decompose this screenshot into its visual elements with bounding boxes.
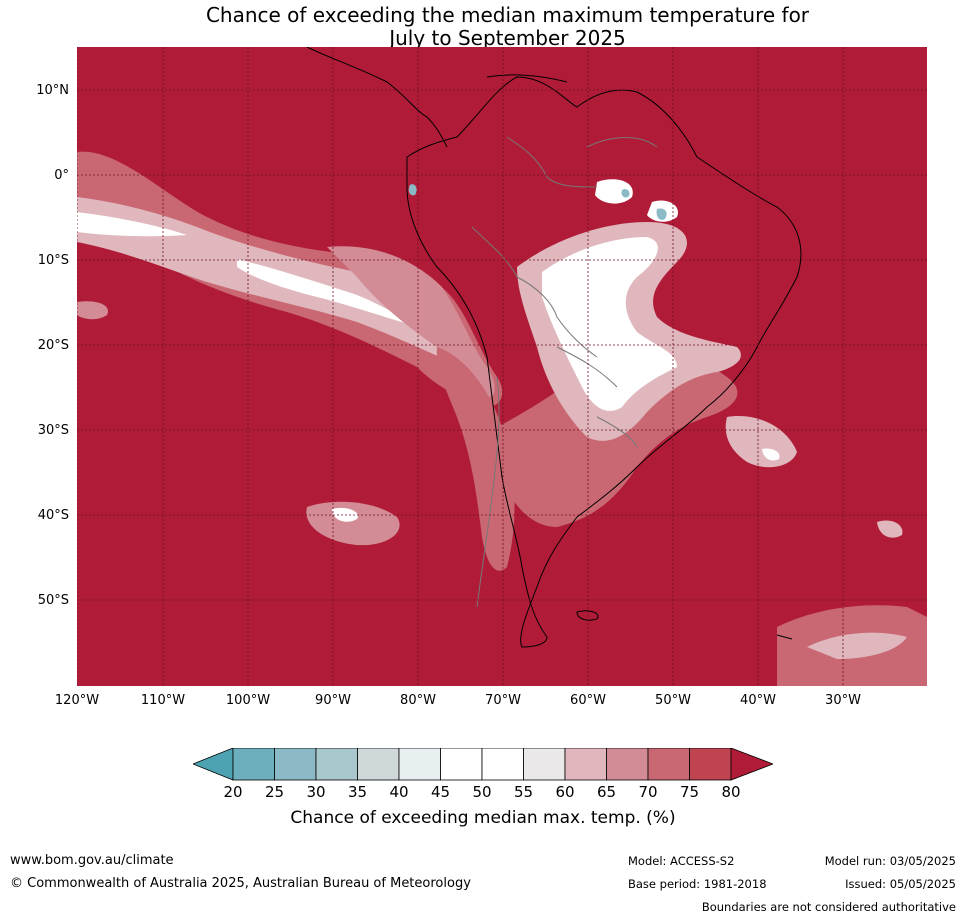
cool-patch-2 bbox=[621, 189, 630, 198]
south-america-coastline bbox=[406, 76, 802, 648]
colorbar-tick-label: 70 bbox=[638, 783, 658, 801]
border-argentina-chile bbox=[476, 376, 500, 608]
south-pacific-patch bbox=[306, 501, 400, 546]
colorbar-swatch bbox=[315, 748, 358, 781]
caribbean-coastline bbox=[486, 74, 568, 83]
colorbar-tick-label: 50 bbox=[472, 783, 492, 801]
copyright-notice: © Commonwealth of Australia 2025, Austra… bbox=[10, 876, 471, 891]
colorbar-tick-label: 45 bbox=[430, 783, 451, 801]
issued-date: Issued: 05/05/2025 bbox=[845, 877, 956, 891]
colorbar-tick-label: 25 bbox=[264, 783, 285, 801]
lat-label-20s: 20°S bbox=[37, 338, 69, 353]
lon-label-70w: 70°W bbox=[485, 693, 521, 708]
colorbar-swatch bbox=[232, 748, 275, 781]
brazil-interior-inner bbox=[542, 237, 677, 411]
lon-label-30w: 30°W bbox=[825, 693, 861, 708]
border-paraguay bbox=[556, 346, 618, 388]
colorbar-tick-label: 55 bbox=[513, 783, 534, 801]
atlantic-patch-inner bbox=[762, 448, 780, 461]
colorbar-swatch bbox=[274, 748, 317, 781]
lon-label-110w: 110°W bbox=[140, 693, 186, 708]
south-georgia bbox=[776, 634, 793, 640]
map-title: Chance of exceeding the median maximum t… bbox=[0, 4, 965, 50]
boundaries-disclaimer: Boundaries are not considered authoritat… bbox=[701, 900, 956, 914]
pacific-small-patch bbox=[77, 301, 108, 320]
map-svg bbox=[77, 47, 927, 686]
title-line-2: July to September 2025 bbox=[389, 26, 626, 50]
lon-label-90w: 90°W bbox=[315, 693, 351, 708]
pacific-band-inner bbox=[77, 212, 422, 327]
border-colombia-venezuela bbox=[506, 136, 598, 188]
colorbar-tick-label: 75 bbox=[679, 783, 700, 801]
south-pacific-inner bbox=[332, 507, 358, 522]
colorbar-swatch bbox=[398, 748, 441, 781]
graticule bbox=[77, 47, 927, 686]
title-line-1: Chance of exceeding the median maximum t… bbox=[205, 3, 810, 27]
colorbar-swatch bbox=[647, 748, 690, 781]
border-bolivia bbox=[516, 276, 598, 358]
central-america-coastline bbox=[306, 47, 448, 148]
colorbar-swatch bbox=[689, 748, 732, 781]
model-info: Model: ACCESS-S2 bbox=[628, 854, 735, 868]
lon-label-50w: 50°W bbox=[655, 693, 691, 708]
andes-band bbox=[436, 347, 515, 571]
atlantic-patch bbox=[725, 416, 797, 468]
lon-label-40w: 40°W bbox=[740, 693, 776, 708]
lat-label-40s: 40°S bbox=[37, 508, 69, 523]
amazon-patch-outer bbox=[595, 179, 633, 204]
cool-patch-1 bbox=[656, 208, 667, 220]
colorbar-swatch bbox=[440, 748, 483, 781]
base-period: Base period: 1981-2018 bbox=[628, 877, 767, 891]
colorbar-tick-label: 20 bbox=[223, 783, 243, 801]
colorbar-extend-low bbox=[193, 748, 234, 781]
cool-patch-3 bbox=[408, 184, 417, 196]
probability-contours bbox=[77, 151, 927, 686]
colorbar-tick-label: 40 bbox=[389, 783, 409, 801]
probability-map bbox=[77, 47, 927, 686]
lon-label-120w: 120°W bbox=[54, 693, 100, 708]
lon-label-100w: 100°W bbox=[225, 693, 271, 708]
colorbar bbox=[193, 748, 773, 781]
lat-label-10s: 10°S bbox=[37, 253, 69, 268]
country-borders bbox=[471, 136, 658, 608]
east-atlantic-patch bbox=[877, 520, 903, 538]
colorbar-tick-label: 60 bbox=[555, 783, 575, 801]
lat-label-30s: 30°S bbox=[37, 423, 69, 438]
lon-label-80w: 80°W bbox=[400, 693, 436, 708]
coastlines bbox=[306, 47, 802, 648]
bom-url[interactable]: www.bom.gov.au/climate bbox=[10, 853, 174, 868]
colorbar-label: Chance of exceeding median max. temp. (%… bbox=[290, 808, 676, 828]
colorbar-tick-label: 80 bbox=[721, 783, 741, 801]
lat-label-50s: 50°S bbox=[37, 593, 69, 608]
colorbar-tick-label: 65 bbox=[596, 783, 617, 801]
south-atlantic-inner bbox=[807, 632, 907, 659]
model-run: Model run: 03/05/2025 bbox=[824, 854, 956, 868]
colorbar-swatch bbox=[357, 748, 400, 781]
colorbar-swatch bbox=[523, 748, 566, 781]
colorbar-swatch bbox=[564, 748, 607, 781]
border-guianas bbox=[586, 137, 658, 148]
border-brazil-uruguay bbox=[596, 416, 638, 448]
falklands bbox=[576, 610, 599, 621]
colorbar-tick-label: 30 bbox=[306, 783, 326, 801]
lon-label-60w: 60°W bbox=[570, 693, 606, 708]
colorbar-swatch bbox=[606, 748, 649, 781]
colorbar-tick-label: 35 bbox=[347, 783, 368, 801]
lat-label-10n: 10°N bbox=[36, 83, 69, 98]
border-peru-brazil bbox=[471, 226, 518, 278]
colorbar-swatch bbox=[481, 748, 524, 781]
colorbar-extend-high bbox=[730, 748, 773, 781]
lat-label-0: 0° bbox=[54, 168, 69, 183]
